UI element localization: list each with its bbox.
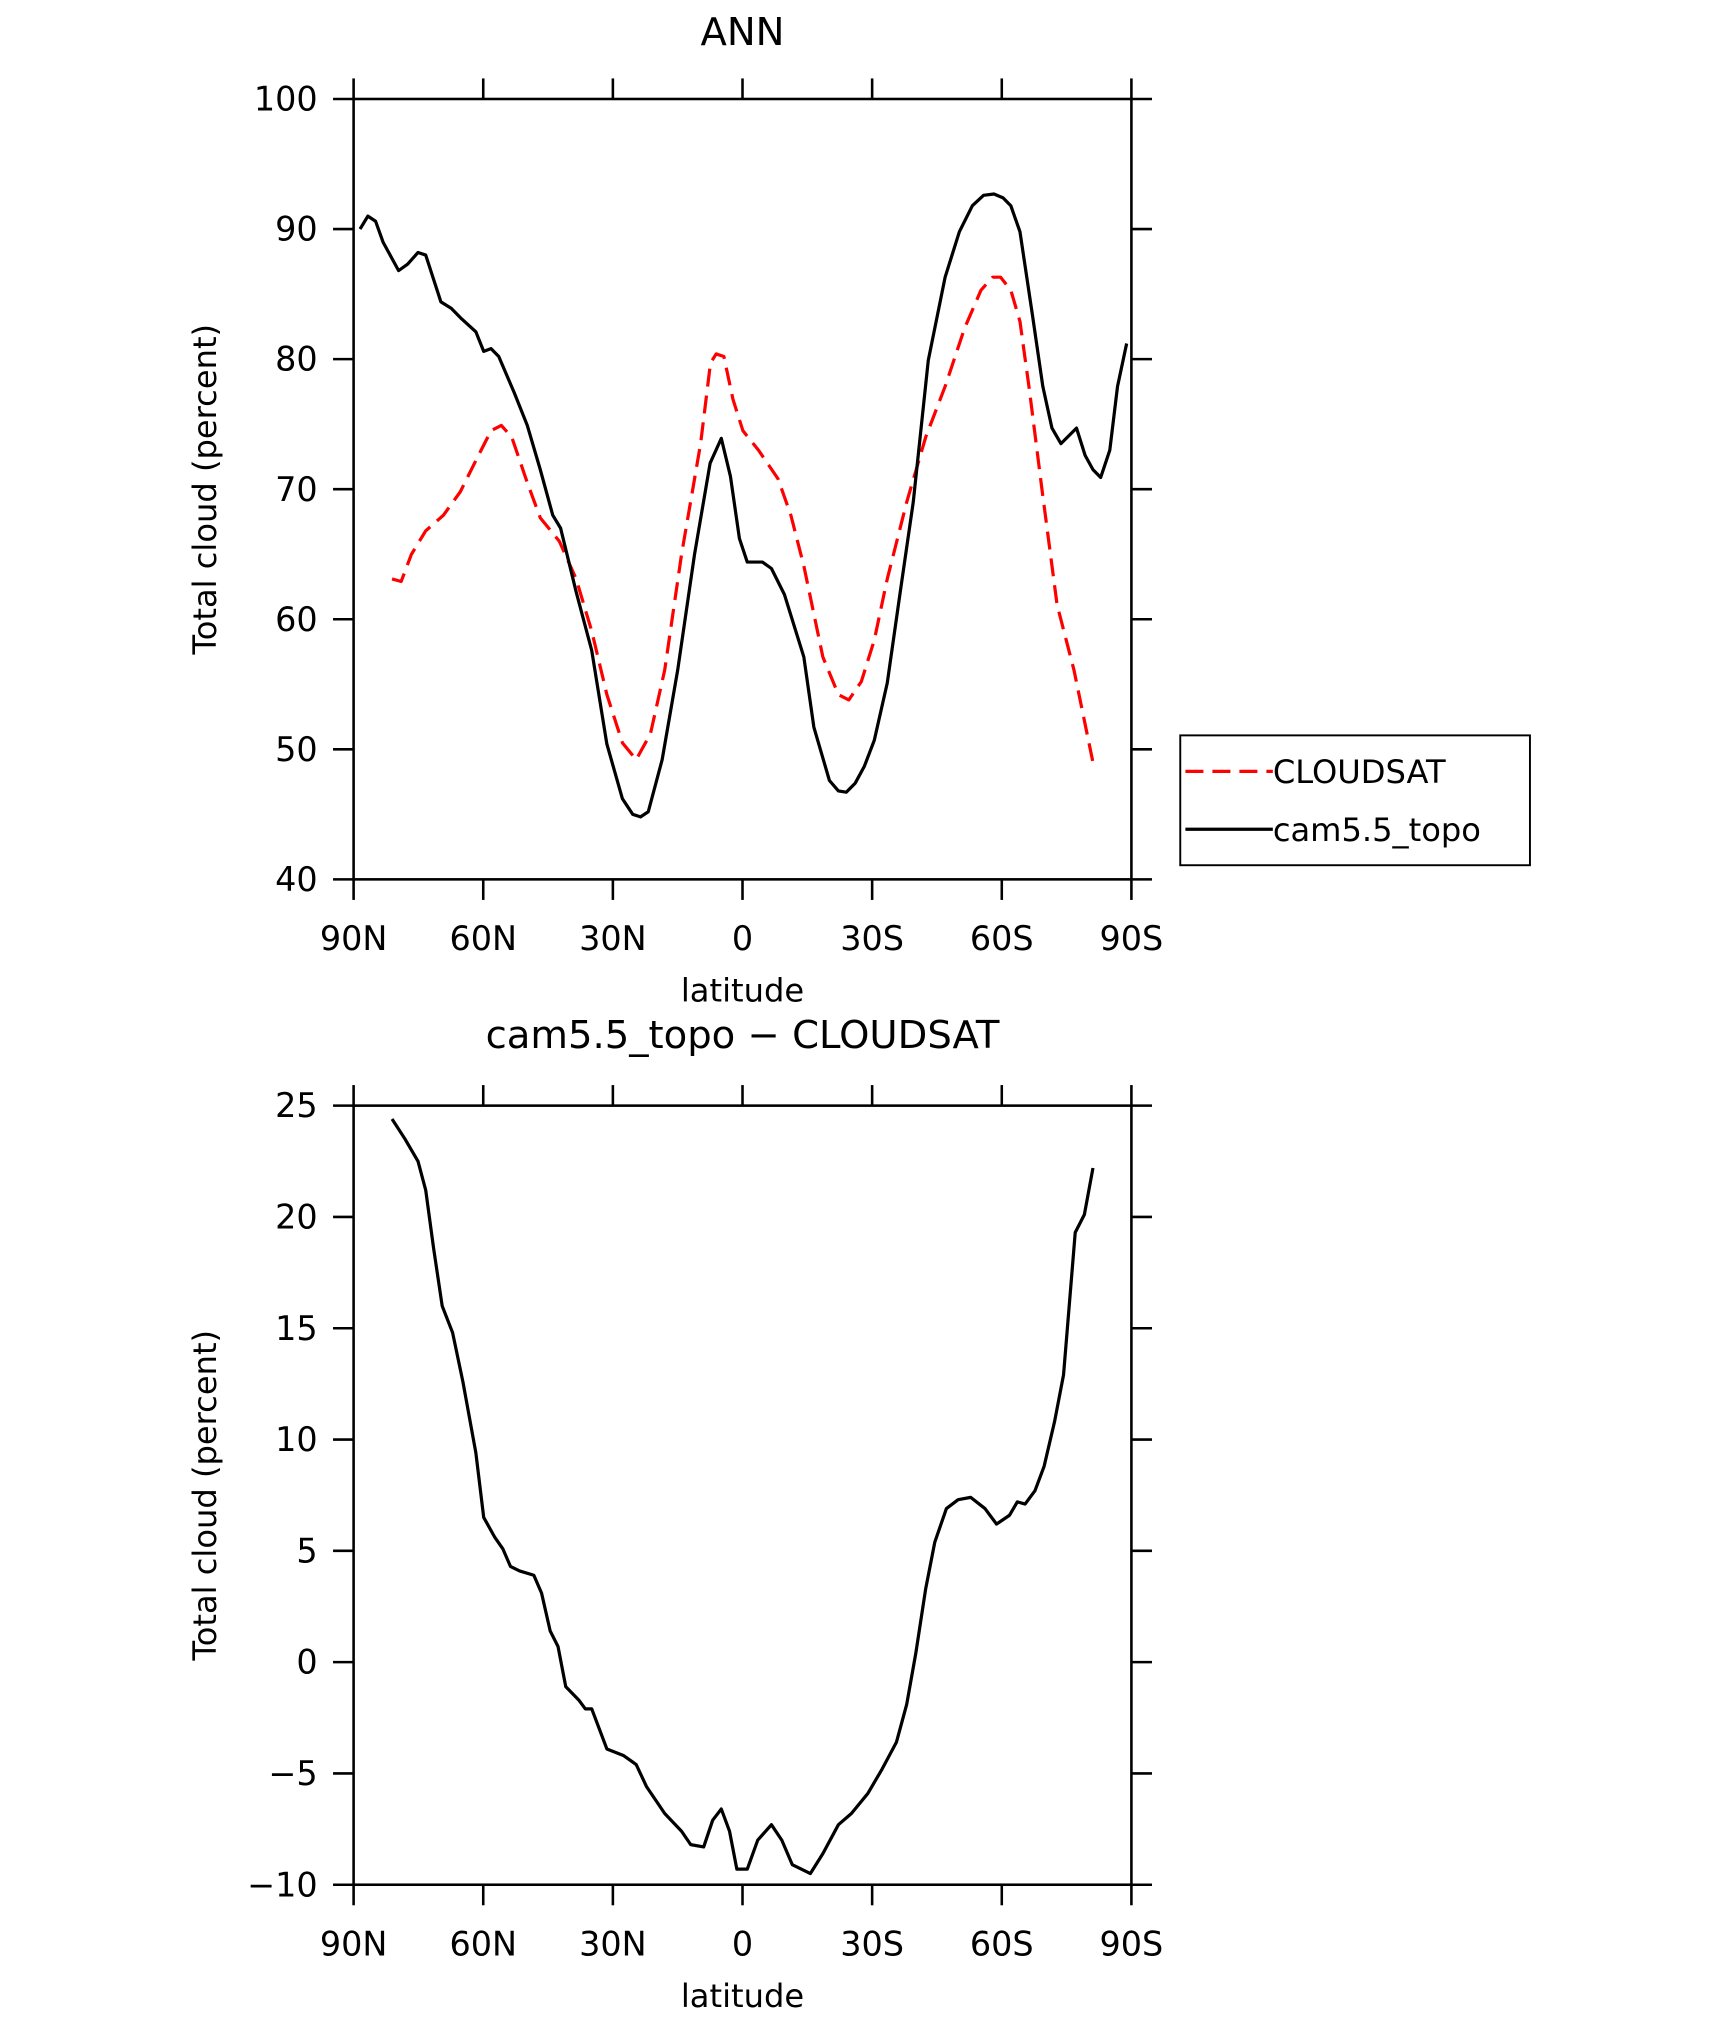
y-tick-label: 40: [275, 860, 318, 899]
chart-title: ANN: [700, 10, 784, 55]
x-tick-label: 90S: [1100, 1924, 1164, 1963]
y-axis-label: Total cloud (percent): [186, 1330, 224, 1662]
y-tick-label: −10: [247, 1865, 318, 1904]
y-tick-label: 50: [275, 730, 318, 769]
y-tick-label: 0: [296, 1643, 317, 1682]
y-tick-label: 5: [296, 1531, 317, 1570]
x-axis-label: latitude: [681, 972, 804, 1010]
x-tick-label: 0: [732, 919, 753, 958]
x-tick-label: 30S: [840, 919, 904, 958]
legend-box: [1179, 734, 1531, 867]
x-tick-label: 60N: [449, 919, 517, 958]
y-axis-label: Total cloud (percent): [186, 324, 224, 656]
y-tick-label: 10: [275, 1420, 318, 1459]
y-tick-label: −5: [268, 1754, 317, 1793]
x-tick-label: 60S: [970, 919, 1034, 958]
series-line: [391, 275, 1095, 763]
legend-label: CLOUDSAT: [1273, 753, 1446, 791]
x-tick-label: 30N: [579, 919, 647, 958]
x-tick-label: 0: [732, 1924, 753, 1963]
plot-frame: [352, 1104, 1133, 1887]
y-tick-label: 25: [275, 1086, 318, 1125]
y-tick-label: 90: [275, 210, 318, 249]
legend-label: cam5.5_topo: [1273, 811, 1481, 849]
chart-title: cam5.5_topo − CLOUDSAT: [486, 1013, 1000, 1058]
y-tick-label: 100: [254, 80, 318, 119]
y-tick-label: 80: [275, 340, 318, 379]
y-tick-label: 20: [275, 1198, 318, 1237]
x-tick-label: 60N: [449, 1924, 517, 1963]
x-tick-label: 60S: [970, 1924, 1034, 1963]
x-axis-label: latitude: [681, 1977, 804, 2015]
x-tick-label: 30N: [579, 1924, 647, 1963]
y-tick-label: 70: [275, 470, 318, 509]
y-tick-label: 60: [275, 600, 318, 639]
x-tick-label: 30S: [840, 1924, 904, 1963]
x-tick-label: 90S: [1100, 919, 1164, 958]
y-tick-label: 15: [275, 1309, 318, 1348]
x-tick-label: 90N: [320, 1924, 388, 1963]
series-line: [358, 192, 1129, 819]
series-line: [390, 1118, 1095, 1876]
x-tick-label: 90N: [320, 919, 388, 958]
